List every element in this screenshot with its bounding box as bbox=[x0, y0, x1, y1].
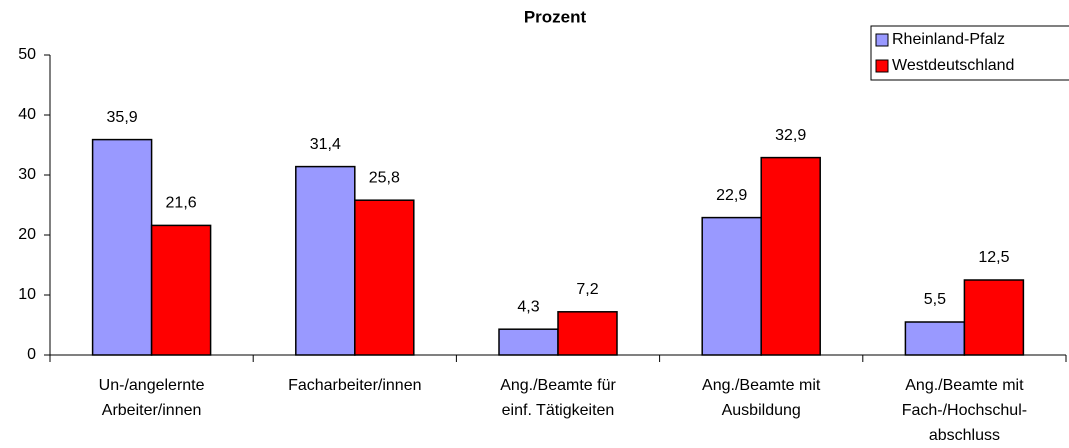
bar bbox=[701, 216, 762, 356]
bar bbox=[295, 165, 356, 356]
bar bbox=[498, 328, 559, 356]
value-label: 5,5 bbox=[924, 291, 946, 308]
value-label: 22,9 bbox=[716, 187, 747, 204]
x-tick-label: Ang./Beamte für bbox=[500, 377, 616, 394]
legend-label: Rheinland-Pfalz bbox=[892, 31, 1005, 48]
value-label: 21,6 bbox=[166, 195, 197, 212]
legend-swatch bbox=[875, 59, 889, 73]
value-label: 4,3 bbox=[517, 298, 539, 315]
y-tick-label: 20 bbox=[18, 226, 36, 243]
value-label: 25,8 bbox=[369, 169, 400, 186]
x-tick-label: Un-/angelernte bbox=[99, 377, 205, 394]
x-tick-label: Ang./Beamte mit bbox=[702, 377, 821, 394]
x-tick-label: Facharbeiter/innen bbox=[288, 377, 421, 394]
bar bbox=[760, 156, 821, 356]
y-tick-label: 50 bbox=[18, 46, 36, 63]
x-tick-label: Arbeiter/innen bbox=[102, 402, 202, 419]
bar bbox=[150, 224, 212, 356]
x-tick-label: einf. Tätigkeiten bbox=[502, 402, 615, 419]
bar bbox=[91, 138, 153, 356]
x-tick-label: Ang./Beamte mit bbox=[905, 377, 1024, 394]
x-tick-label: Ausbildung bbox=[722, 402, 801, 419]
x-tick-label: abschluss bbox=[929, 427, 1000, 444]
y-tick-label: 30 bbox=[18, 166, 36, 183]
value-label: 32,9 bbox=[775, 127, 806, 144]
y-tick-label: 40 bbox=[18, 106, 36, 123]
bar bbox=[354, 199, 415, 356]
value-label: 35,9 bbox=[107, 109, 138, 126]
bar bbox=[904, 321, 966, 356]
y-tick-label: 10 bbox=[18, 286, 36, 303]
value-label: 12,5 bbox=[978, 249, 1009, 266]
chart-title: Prozent bbox=[524, 7, 587, 26]
x-tick-label: Fach-/Hochschul- bbox=[902, 402, 1027, 419]
value-label: 7,2 bbox=[576, 281, 598, 298]
bar bbox=[557, 311, 618, 356]
y-tick-label: 0 bbox=[27, 346, 36, 363]
bar bbox=[963, 279, 1025, 356]
legend-label: Westdeutschland bbox=[892, 57, 1014, 74]
legend-box bbox=[870, 25, 1069, 81]
legend-swatch bbox=[875, 33, 889, 47]
value-label: 31,4 bbox=[310, 136, 341, 153]
